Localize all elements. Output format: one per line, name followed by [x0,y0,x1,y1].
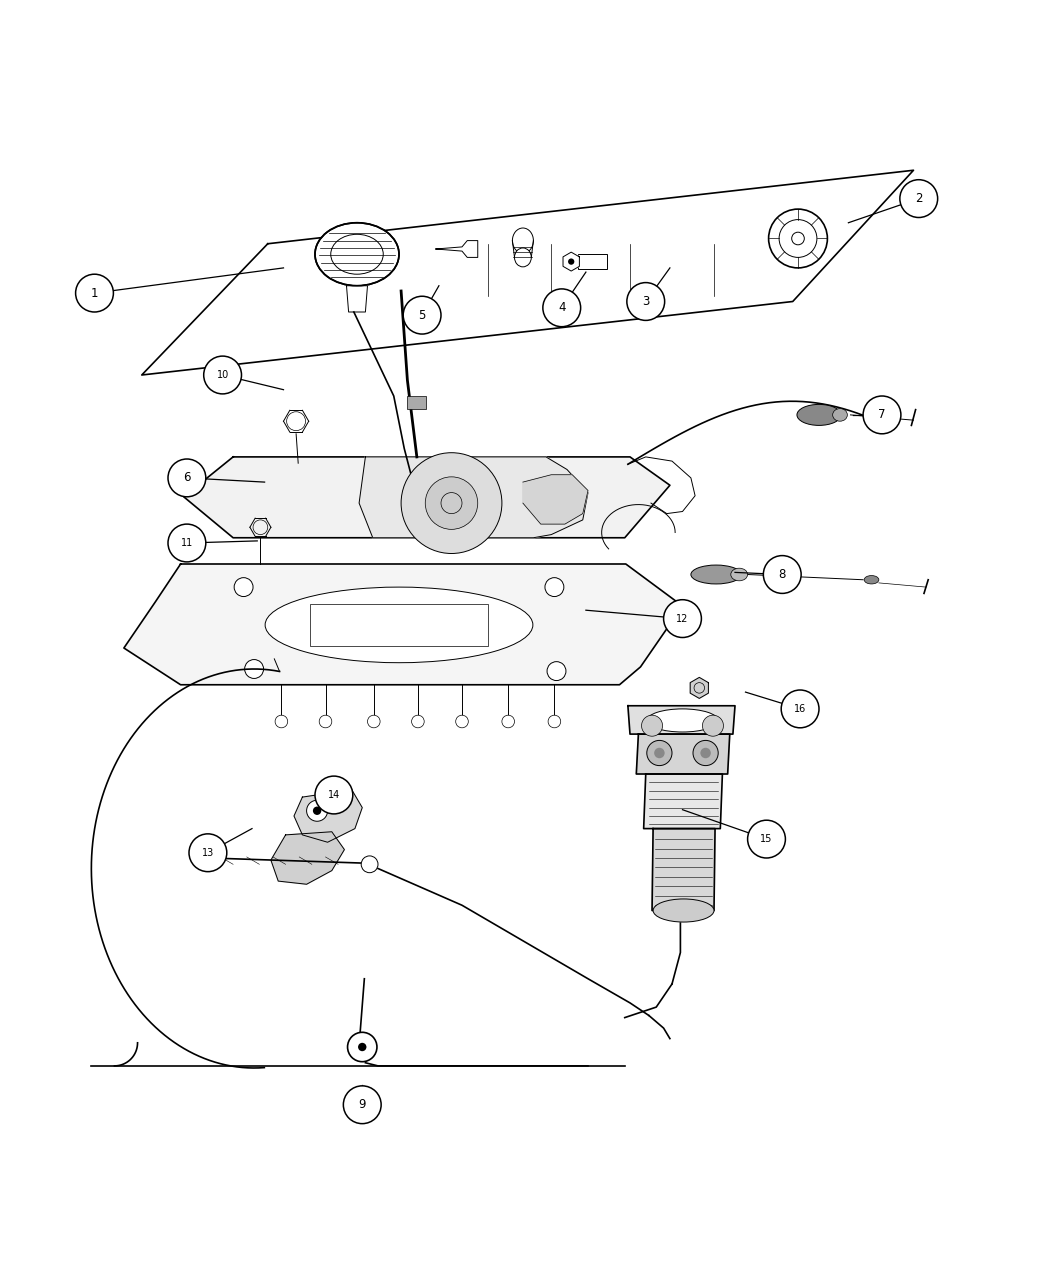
Circle shape [315,776,353,813]
Circle shape [863,397,901,434]
Circle shape [769,209,827,268]
Polygon shape [563,252,580,272]
Text: 11: 11 [181,538,193,548]
Bar [310,604,488,646]
Text: 1: 1 [90,287,99,300]
Circle shape [234,578,253,597]
Circle shape [702,715,723,736]
Circle shape [412,715,424,728]
Circle shape [547,662,566,681]
Circle shape [368,715,380,728]
Text: 4: 4 [558,301,566,315]
Text: 7: 7 [878,408,886,422]
Polygon shape [523,474,588,524]
Circle shape [779,219,817,258]
Polygon shape [271,831,344,885]
Circle shape [425,477,478,529]
Ellipse shape [797,404,841,426]
Circle shape [168,524,206,562]
Circle shape [627,283,665,320]
Ellipse shape [647,709,718,732]
Circle shape [700,747,711,759]
Circle shape [456,715,468,728]
Text: 5: 5 [418,309,426,321]
Circle shape [189,834,227,872]
Circle shape [900,180,938,218]
Polygon shape [346,286,367,312]
Circle shape [168,459,206,497]
Ellipse shape [512,228,533,254]
Ellipse shape [864,575,879,584]
Circle shape [548,715,561,728]
Circle shape [647,741,672,765]
Circle shape [275,715,288,728]
Circle shape [748,820,785,858]
Circle shape [502,715,514,728]
Circle shape [693,741,718,765]
Bar [578,254,607,269]
Circle shape [642,715,663,736]
Polygon shape [436,241,478,258]
Polygon shape [124,564,682,685]
Text: 16: 16 [794,704,806,714]
Circle shape [313,807,321,815]
Polygon shape [184,456,670,538]
Circle shape [568,259,574,265]
Text: 6: 6 [183,472,191,484]
Ellipse shape [691,565,741,584]
Text: 13: 13 [202,848,214,858]
Circle shape [403,296,441,334]
Circle shape [245,659,264,678]
Circle shape [348,1033,377,1062]
Polygon shape [636,734,730,774]
Text: 3: 3 [642,295,650,309]
Circle shape [545,578,564,597]
Polygon shape [690,677,709,699]
Circle shape [543,289,581,326]
Circle shape [307,801,328,821]
Text: 14: 14 [328,790,340,799]
Circle shape [401,453,502,553]
Text: 15: 15 [760,834,773,844]
Text: 10: 10 [216,370,229,380]
Circle shape [204,356,242,394]
Polygon shape [644,774,722,829]
Polygon shape [359,456,588,538]
Ellipse shape [265,586,532,663]
Circle shape [319,715,332,728]
Polygon shape [142,171,914,375]
Text: 9: 9 [358,1098,366,1112]
Circle shape [763,556,801,593]
Ellipse shape [731,569,748,581]
Polygon shape [294,789,362,843]
Bar [407,397,426,408]
Circle shape [654,747,665,759]
Text: 12: 12 [676,613,689,623]
Ellipse shape [653,899,714,922]
Text: 2: 2 [915,193,923,205]
Text: 8: 8 [778,567,786,581]
Circle shape [358,1043,366,1051]
Polygon shape [652,829,715,910]
Circle shape [76,274,113,312]
Circle shape [781,690,819,728]
Ellipse shape [833,408,847,421]
Circle shape [361,856,378,872]
Polygon shape [628,706,735,734]
Ellipse shape [315,223,399,286]
Ellipse shape [514,247,531,266]
Circle shape [343,1086,381,1123]
Circle shape [664,599,701,638]
